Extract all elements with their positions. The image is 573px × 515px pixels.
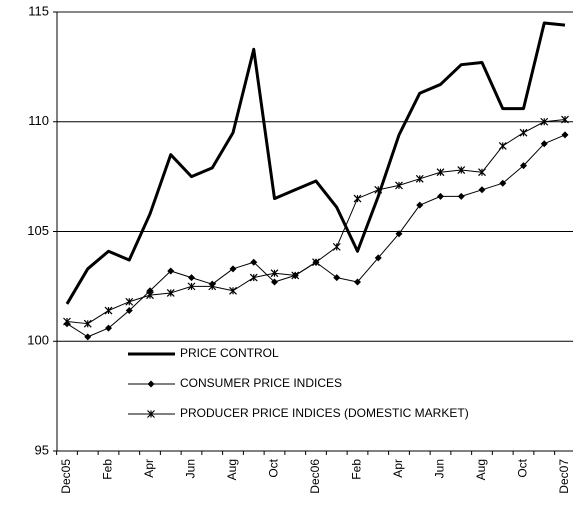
y-tick-label: 100 [27, 333, 49, 348]
marker [147, 380, 155, 388]
x-tick-label: Apr [142, 459, 156, 478]
legend-label: PRICE CONTROL [180, 346, 279, 360]
marker [147, 410, 155, 418]
x-tick-label: Jun [433, 459, 447, 478]
marker [354, 278, 361, 286]
marker [229, 265, 237, 273]
series-line [66, 119, 566, 325]
marker [520, 162, 527, 170]
x-tick-label: Apr [391, 459, 405, 478]
marker [312, 258, 320, 267]
marker [561, 115, 569, 124]
marker [146, 287, 154, 295]
x-tick-label: Dec05 [59, 459, 73, 494]
marker [270, 269, 279, 278]
marker [498, 141, 507, 150]
marker [540, 140, 548, 148]
marker [333, 274, 341, 282]
x-tick-label: Jun [184, 459, 198, 478]
legend-label: PRODUCER PRICE INDICES (DOMESTIC MARKET) [180, 406, 469, 420]
marker [166, 289, 175, 297]
marker [457, 166, 466, 174]
marker [250, 258, 258, 266]
series-line [65, 21, 566, 305]
marker [519, 128, 528, 137]
marker [415, 174, 424, 183]
x-tick-label: Oct [516, 458, 530, 477]
marker [104, 306, 113, 315]
marker [167, 267, 175, 275]
marker [332, 242, 341, 251]
marker [291, 271, 300, 280]
marker [561, 131, 569, 139]
marker [229, 286, 237, 295]
marker [416, 201, 424, 209]
marker [105, 324, 112, 332]
marker [187, 282, 196, 291]
x-tick-label: Dec06 [308, 459, 322, 494]
x-tick-label: Feb [101, 459, 115, 480]
marker [249, 273, 258, 282]
marker [188, 274, 195, 282]
legend-label: CONSUMER PRICE INDICES [180, 376, 342, 390]
marker [436, 168, 445, 177]
marker [125, 307, 133, 315]
x-tick-label: Dec07 [557, 459, 571, 494]
marker [146, 291, 154, 300]
marker [437, 192, 444, 200]
marker [499, 179, 507, 187]
marker [83, 319, 92, 328]
marker [374, 254, 382, 262]
x-tick-label: Aug [225, 459, 239, 480]
marker [395, 181, 403, 190]
marker [353, 194, 362, 203]
marker [478, 186, 486, 194]
y-tick-label: 105 [27, 223, 49, 238]
y-tick-label: 110 [28, 113, 49, 128]
marker [63, 317, 71, 326]
marker [84, 333, 92, 341]
y-tick-label: 95 [35, 442, 49, 457]
marker [540, 117, 549, 126]
marker [271, 278, 278, 286]
marker [374, 185, 383, 194]
marker [208, 282, 217, 291]
marker [395, 230, 403, 238]
marker [125, 297, 134, 306]
x-tick-label: Feb [350, 459, 364, 480]
x-tick-label: Aug [474, 459, 488, 480]
marker [457, 192, 465, 200]
marker [478, 168, 486, 177]
x-tick-label: Oct [267, 458, 281, 477]
y-tick-label: 115 [28, 3, 49, 18]
